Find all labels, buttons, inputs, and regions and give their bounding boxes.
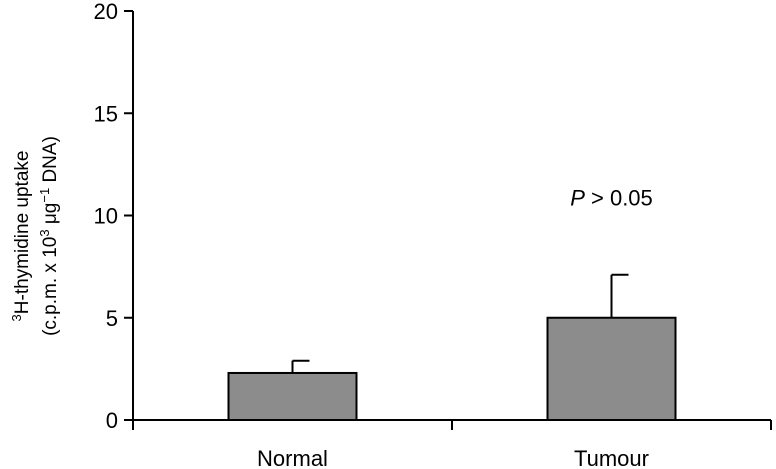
x-category-label: Tumour — [574, 446, 649, 469]
y-tick-label: 5 — [106, 306, 118, 331]
x-category-label: Normal — [257, 446, 328, 469]
y-axis: 0 5 10 15 20 — [94, 0, 134, 433]
y-axis-label-line2-sup2: −1 — [37, 188, 52, 203]
y-axis-label-line1: 3H-thymidine uptake — [9, 151, 34, 322]
y-axis-label-line2-c: DNA) — [40, 136, 61, 188]
y-tick-label: 10 — [94, 204, 118, 229]
bar — [227, 371, 358, 421]
y-axis-label-line2-sup1: 3 — [37, 229, 52, 236]
y-tick-label: 15 — [94, 101, 118, 126]
y-axis-label-line1-sup: 3 — [9, 314, 24, 321]
y-axis-label-line2-a: (c.p.m. x 10 — [40, 237, 61, 336]
annotation-text: > 0.05 — [585, 185, 653, 210]
annotations: P > 0.05 — [570, 185, 653, 210]
y-axis-label-line2-b: μg — [40, 203, 61, 230]
x-axis: Normal Tumour — [132, 419, 772, 469]
y-axis-label-line2: (c.p.m. x 103 μg−1 DNA) — [37, 136, 62, 336]
bars — [227, 273, 677, 421]
y-tick-label: 0 — [106, 408, 118, 433]
bar — [546, 316, 677, 421]
significance-annotation: P > 0.05 — [570, 185, 653, 210]
annotation-p-symbol: P — [570, 185, 585, 210]
y-axis-label-line1-text: H-thymidine uptake — [12, 151, 33, 315]
y-tick-label: 20 — [94, 0, 118, 24]
